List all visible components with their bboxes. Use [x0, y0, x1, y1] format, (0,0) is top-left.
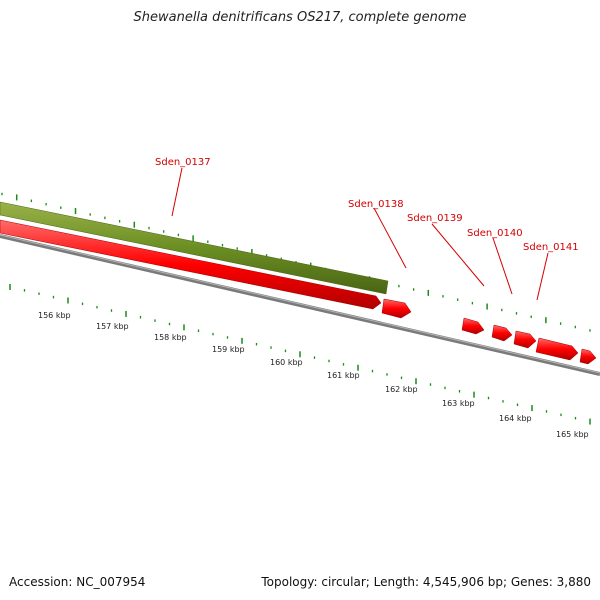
scale-label: 156 kbp — [38, 311, 71, 320]
scale-label: 157 kbp — [96, 322, 129, 331]
gene-label-sden-0139: Sden_0139 — [407, 213, 463, 224]
leader-line-sden-0139 — [431, 223, 485, 287]
scale-label: 159 kbp — [212, 345, 245, 354]
gene-sden-0138 — [381, 298, 412, 319]
scale-label: 162 kbp — [385, 385, 418, 394]
lower-tick-row — [9, 284, 591, 425]
scale-labels: 156 kbp 157 kbp 158 kbp 159 kbp 160 kbp … — [38, 311, 589, 439]
scale-label: 165 kbp — [556, 430, 589, 439]
scale-label: 158 kbp — [154, 333, 187, 342]
gene-sden-0137 — [0, 219, 382, 310]
feature-sden-0137-green — [0, 201, 389, 295]
genome-summary-text: Topology: circular; Length: 4,545,906 bp… — [261, 575, 591, 589]
gene-label-sden-0137: Sden_0137 — [155, 157, 211, 168]
scale-label: 161 kbp — [327, 371, 360, 380]
gene-sden-0139 — [461, 317, 485, 335]
map-title: Shewanella denitrificans OS217, complete… — [133, 10, 467, 25]
gene-label-sden-0140: Sden_0140 — [467, 228, 523, 239]
leader-line-sden-0138 — [373, 207, 407, 269]
gene-sden-0140a — [491, 324, 513, 342]
leader-line-sden-0141 — [536, 252, 549, 301]
gene-labels: Sden_0137 Sden_0138 Sden_0139 Sden_0140 … — [155, 157, 579, 301]
leader-line-sden-0140 — [492, 237, 513, 295]
gene-sden-0140b — [513, 330, 537, 349]
scale-label: 164 kbp — [499, 414, 532, 423]
gene-sden-0141 — [535, 337, 579, 361]
accession-text: Accession: NC_007954 — [9, 575, 146, 589]
gene-label-sden-0141: Sden_0141 — [523, 242, 579, 253]
gene-sden-0142 — [579, 348, 597, 365]
scale-label: 163 kbp — [442, 399, 475, 408]
leader-line-sden-0137 — [171, 167, 183, 217]
gene-label-sden-0138: Sden_0138 — [348, 199, 404, 210]
genome-backbone — [0, 234, 600, 376]
scale-label: 160 kbp — [270, 358, 303, 367]
